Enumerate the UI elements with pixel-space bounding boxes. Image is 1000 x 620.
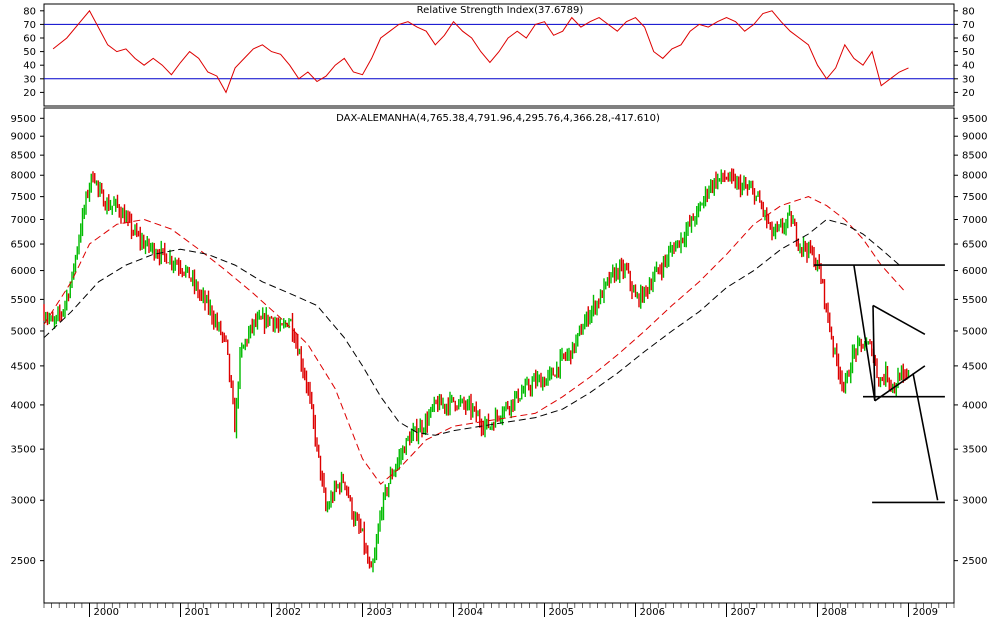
x-tick-label: 2003 <box>367 607 392 618</box>
price-tick-label-right: 2500 <box>962 556 987 567</box>
price-tick-label-left: 9000 <box>11 132 36 143</box>
x-tick-label: 2008 <box>822 607 847 618</box>
price-y-axis-left: 2500 3000 3500 4000 4500 5000 5500 6000 6500 7000… <box>11 114 44 567</box>
price-panel: DAX-ALEMANHA(4,765.38,4,791.96,4,295.76,… <box>11 107 987 618</box>
x-tick-label: 2001 <box>185 607 210 618</box>
trendline <box>912 373 939 501</box>
rsi-tick-label-right: 30 <box>962 74 975 85</box>
price-tick-label-left: 6500 <box>11 240 36 251</box>
price-tick-label-right: 7000 <box>962 215 987 226</box>
price-tick-label-left: 3000 <box>11 496 36 507</box>
price-tick-label-right: 8500 <box>962 151 987 162</box>
price-bars <box>43 168 910 573</box>
rsi-y-axis-right: 20 30 40 50 60 70 80 <box>954 6 975 99</box>
rsi-tick-label-right: 40 <box>962 61 975 72</box>
rsi-tick-label-left: 60 <box>23 34 36 45</box>
price-tick-label-left: 7000 <box>11 215 36 226</box>
price-tick-label-left: 8500 <box>11 151 36 162</box>
rsi-tick-label-left: 80 <box>23 6 36 17</box>
x-tick-label: 2002 <box>276 607 301 618</box>
rsi-tick-label-right: 20 <box>962 88 975 99</box>
price-tick-label-left: 4500 <box>11 361 36 372</box>
price-tick-label-right: 9500 <box>962 114 987 125</box>
price-tick-label-right: 5000 <box>962 326 987 337</box>
price-tick-label-left: 2500 <box>11 556 36 567</box>
price-title: DAX-ALEMANHA(4,765.38,4,791.96,4,295.76,… <box>336 113 660 124</box>
price-tick-label-right: 5500 <box>962 295 987 306</box>
price-y-axis-right: 2500 3000 3500 4000 4500 5000 5500 6000 6500 7000… <box>954 114 987 567</box>
price-tick-label-right: 4500 <box>962 361 987 372</box>
price-tick-label-right: 7500 <box>962 192 987 203</box>
price-tick-label-right: 4000 <box>962 400 987 411</box>
x-axis: 2000 2001 2002 2003 2004 2005 2006 2007 2008 2009 <box>43 603 955 618</box>
price-tick-label-left: 6000 <box>11 266 36 277</box>
rsi-panel: Relative Strength Index(37.6789) 20 30 40 5… <box>23 3 975 107</box>
rsi-tick-label-right: 70 <box>962 20 975 31</box>
rsi-line <box>52 9 909 94</box>
rsi-tick-label-right: 50 <box>962 47 975 58</box>
price-frame <box>43 107 955 604</box>
price-tick-label-right: 3500 <box>962 445 987 456</box>
x-tick-label: 2009 <box>913 607 938 618</box>
rsi-tick-label-left: 50 <box>23 47 36 58</box>
trendline <box>874 365 926 402</box>
trendlines <box>813 264 945 504</box>
price-tick-label-left: 5500 <box>11 295 36 306</box>
price-tick-label-right: 3000 <box>962 496 987 507</box>
price-tick-label-left: 9500 <box>11 114 36 125</box>
x-tick-label: 2006 <box>640 607 665 618</box>
rsi-y-axis-left: 20 30 40 50 60 70 80 <box>23 6 44 99</box>
rsi-tick-label-left: 20 <box>23 88 36 99</box>
x-tick-label: 2000 <box>94 607 119 618</box>
rsi-reference-lines <box>44 23 954 80</box>
price-tick-label-right: 8000 <box>962 171 987 182</box>
price-tick-label-right: 6500 <box>962 240 987 251</box>
ma-short-line <box>43 196 905 485</box>
x-tick-label: 2007 <box>731 607 756 618</box>
price-tick-label-right: 9000 <box>962 132 987 143</box>
x-tick-label: 2004 <box>458 607 483 618</box>
price-tick-label-left: 8000 <box>11 171 36 182</box>
rsi-tick-label-right: 60 <box>962 34 975 45</box>
rsi-tick-label-left: 40 <box>23 61 36 72</box>
price-tick-label-left: 7500 <box>11 192 36 203</box>
rsi-tick-label-left: 30 <box>23 74 36 85</box>
price-tick-label-left: 4000 <box>11 400 36 411</box>
rsi-series <box>52 9 909 94</box>
price-tick-label-left: 5000 <box>11 326 36 337</box>
moving-averages <box>43 196 905 485</box>
trendline <box>872 305 876 401</box>
trendline <box>872 304 926 336</box>
price-tick-label-left: 3500 <box>11 445 36 456</box>
x-tick-label: 2005 <box>549 607 574 618</box>
price-tick-label-right: 6000 <box>962 266 987 277</box>
rsi-frame <box>43 3 955 107</box>
rsi-tick-label-right: 80 <box>962 6 975 17</box>
rsi-tick-label-left: 70 <box>23 20 36 31</box>
trendline <box>853 264 876 401</box>
ma-long-line <box>43 218 900 436</box>
rsi-title: Relative Strength Index(37.6789) <box>417 5 584 16</box>
